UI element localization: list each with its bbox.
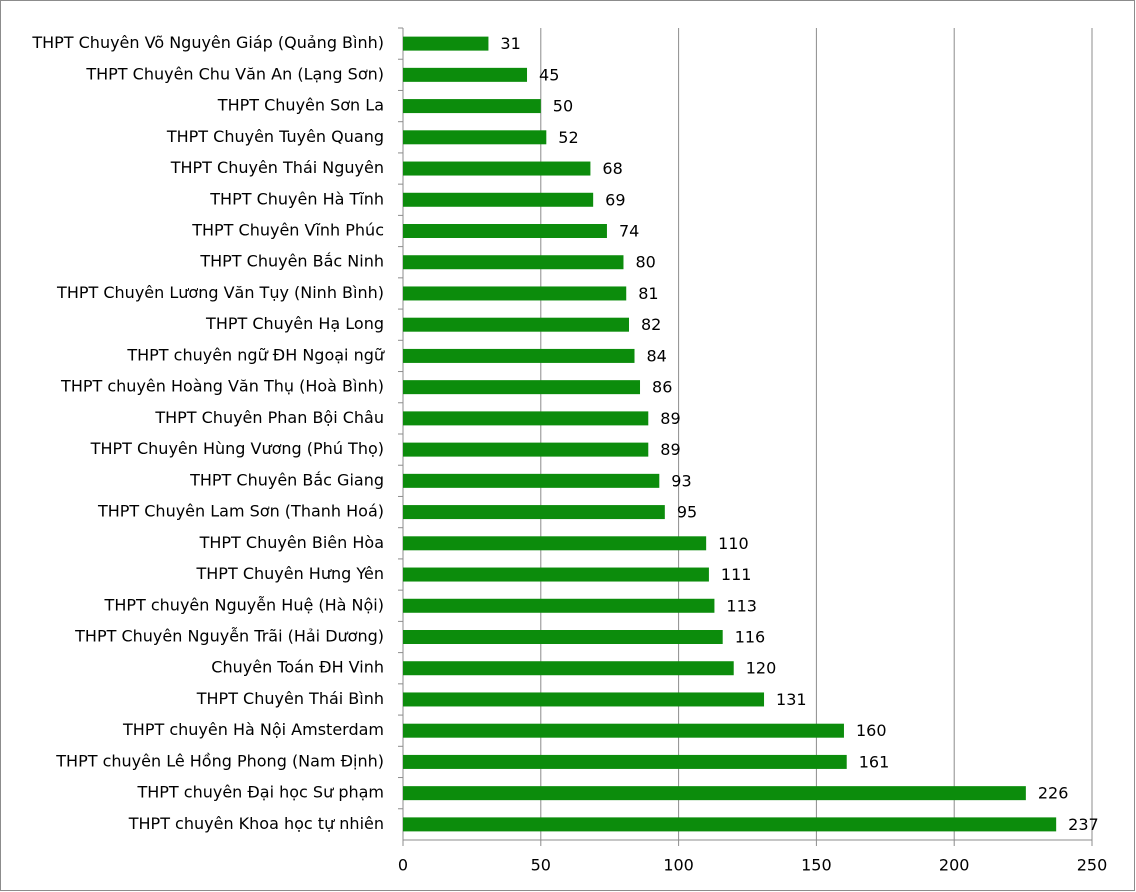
bar bbox=[403, 224, 607, 238]
value-label: 86 bbox=[652, 378, 672, 397]
bar bbox=[403, 723, 844, 738]
x-tick-label: 100 bbox=[663, 856, 694, 875]
value-label: 74 bbox=[619, 222, 639, 241]
bar bbox=[403, 786, 1026, 801]
value-label: 50 bbox=[553, 97, 573, 116]
bar bbox=[403, 536, 707, 551]
y-tick-label: THPT chuyên Lê Hồng Phong (Nam Định) bbox=[55, 751, 384, 770]
y-tick-label: THPT Chuyên Chu Văn An (Lạng Sơn) bbox=[85, 64, 384, 83]
bar bbox=[403, 380, 641, 395]
y-tick-label: THPT Chuyên Võ Nguyên Giáp (Quảng Bình) bbox=[31, 33, 384, 52]
y-tick-label: THPT Chuyên Hạ Long bbox=[205, 314, 384, 333]
y-tick-label: THPT chuyên Nguyễn Huệ (Hà Nội) bbox=[104, 595, 384, 614]
y-tick-label: THPT Chuyên Hà Tĩnh bbox=[209, 189, 384, 208]
y-tick-label: THPT Chuyên Hưng Yên bbox=[196, 564, 385, 583]
value-label: 93 bbox=[671, 471, 691, 490]
bar bbox=[403, 692, 765, 707]
bar bbox=[403, 99, 541, 114]
y-tick-label: THPT Chuyên Lam Sơn (Thanh Hoá) bbox=[97, 502, 384, 521]
value-label: 89 bbox=[660, 440, 680, 459]
bar bbox=[403, 661, 734, 676]
y-tick-label: THPT Chuyên Tuyên Quang bbox=[166, 127, 384, 146]
bar bbox=[403, 348, 635, 363]
x-tick-label: 200 bbox=[939, 856, 970, 875]
value-label: 120 bbox=[746, 659, 777, 678]
x-tick-label: 250 bbox=[1077, 856, 1108, 875]
value-label: 52 bbox=[558, 128, 578, 147]
y-tick-label: THPT Chuyên Sơn La bbox=[217, 96, 384, 115]
y-tick-label: THPT Chuyên Biên Hòa bbox=[199, 533, 384, 552]
bar bbox=[403, 317, 629, 332]
y-tick-label: THPT Chuyên Bắc Ninh bbox=[199, 252, 384, 271]
y-tick-label: THPT Chuyên Thái Bình bbox=[196, 689, 384, 708]
bar bbox=[403, 817, 1057, 832]
value-label: 160 bbox=[856, 721, 887, 740]
y-tick-label: THPT chuyên Khoa học tự nhiên bbox=[128, 814, 384, 833]
value-label: 226 bbox=[1038, 784, 1069, 803]
bar bbox=[403, 286, 627, 301]
bar bbox=[403, 67, 528, 82]
y-tick-label: THPT Chuyên Bắc Giang bbox=[189, 470, 384, 489]
y-tick-label: THPT Chuyên Thái Nguyên bbox=[170, 158, 384, 177]
y-tick-label: THPT chuyên Hà Nội Amsterdam bbox=[122, 720, 384, 739]
value-label: 81 bbox=[638, 284, 658, 303]
x-tick-label: 50 bbox=[531, 856, 551, 875]
value-label: 31 bbox=[500, 34, 520, 53]
y-tick-label: THPT Chuyên Phan Bội Châu bbox=[154, 408, 384, 427]
y-tick-label: Chuyên Toán ĐH Vinh bbox=[211, 658, 384, 677]
bar bbox=[403, 130, 547, 145]
value-label: 80 bbox=[635, 253, 655, 272]
bar bbox=[403, 473, 660, 488]
y-tick-label: THPT Chuyên Nguyễn Trãi (Hải Dương) bbox=[74, 627, 384, 646]
y-tick-label: THPT chuyên Đại học Sư phạm bbox=[136, 783, 384, 802]
y-tick-label: THPT Chuyên Vĩnh Phúc bbox=[191, 221, 384, 240]
bar bbox=[403, 442, 649, 457]
value-label: 69 bbox=[605, 190, 625, 209]
bar bbox=[403, 36, 489, 51]
bar bbox=[403, 411, 649, 426]
bar bbox=[403, 192, 594, 207]
value-label: 116 bbox=[735, 628, 766, 647]
x-tick-label: 150 bbox=[801, 856, 832, 875]
bar bbox=[403, 255, 624, 270]
bar bbox=[403, 598, 715, 613]
value-label: 89 bbox=[660, 409, 680, 428]
bar bbox=[403, 754, 847, 769]
bar bbox=[403, 161, 591, 176]
y-tick-label: THPT chuyên Hoàng Văn Thụ (Hoà Bình) bbox=[60, 377, 384, 396]
value-label: 84 bbox=[647, 346, 667, 365]
value-label: 111 bbox=[721, 565, 752, 584]
value-label: 237 bbox=[1068, 815, 1099, 834]
value-label: 68 bbox=[602, 159, 622, 178]
value-label: 82 bbox=[641, 315, 661, 334]
value-label: 95 bbox=[677, 503, 697, 522]
value-label: 131 bbox=[776, 690, 807, 709]
y-tick-label: THPT chuyên ngữ ĐH Ngoại ngữ bbox=[126, 345, 385, 364]
bar bbox=[403, 630, 723, 644]
x-tick-label: 0 bbox=[398, 856, 408, 875]
value-label: 110 bbox=[718, 534, 749, 553]
value-label: 113 bbox=[726, 596, 757, 615]
bar bbox=[403, 567, 709, 582]
bar bbox=[403, 505, 665, 520]
value-label: 161 bbox=[859, 752, 890, 771]
y-tick-label: THPT Chuyên Lương Văn Tụy (Ninh Bình) bbox=[56, 283, 384, 302]
y-tick-label: THPT Chuyên Hùng Vương (Phú Thọ) bbox=[90, 439, 384, 458]
value-label: 45 bbox=[539, 65, 559, 84]
